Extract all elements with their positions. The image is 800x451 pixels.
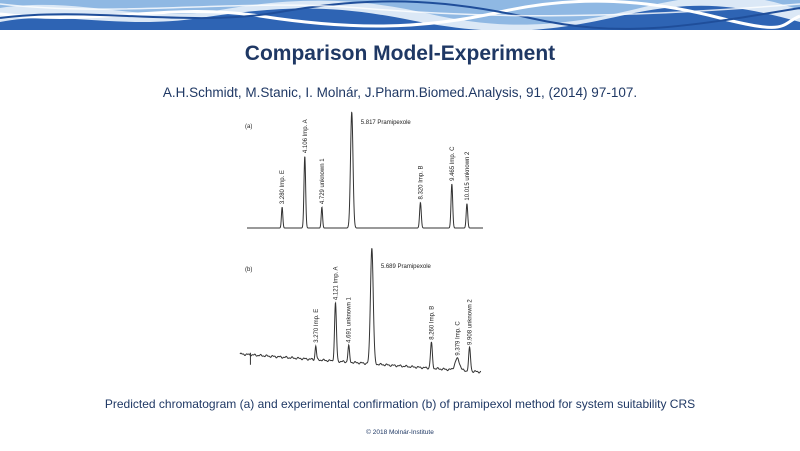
copyright-footer: © 2018 Molnár-Institute — [366, 429, 434, 436]
peak-label: 5.689 Pramipexole — [381, 264, 432, 270]
chromatogram-trace-b — [239, 248, 482, 374]
peak-label: 10.015 unknown 2 — [465, 151, 471, 201]
panel-label-b: (b) — [245, 267, 252, 273]
peak-label: 3.270 Imp. E — [314, 309, 320, 343]
peak-label: 5.817 Pramipexole — [361, 120, 412, 126]
peak-label: 4.121 Imp. A — [333, 266, 339, 300]
panel-label-a: (a) — [245, 124, 252, 130]
header-banner — [0, 0, 800, 30]
chromatogram-svg: (a) 3.280 Imp. E 4.106 Imp. A 4.729 unknown… — [239, 111, 483, 374]
peak-label: 4.691 unknown 1 — [347, 297, 353, 343]
banner-wave-graphic — [0, 0, 800, 30]
peak-label: 9.908 unknown 2 — [468, 299, 474, 345]
citation: A.H.Schmidt, M.Stanic, I. Molnár, J.Phar… — [162, 85, 638, 100]
peak-label: 4.106 Imp. A — [303, 119, 309, 153]
peak-label: 4.729 unknown 1 — [320, 158, 326, 204]
chromatogram-trace-a — [247, 111, 483, 229]
peak-label: 3.280 Imp. E — [280, 170, 286, 204]
peak-label: 8.260 Imp. B — [429, 306, 435, 340]
peak-label: 9.465 Imp. C — [450, 146, 456, 181]
peak-label: 8.320 Imp. B — [418, 165, 424, 199]
chromatogram-figure: (a) 3.280 Imp. E 4.106 Imp. A 4.729 unknown… — [235, 108, 495, 390]
figure-caption: Predicted chromatogram (a) and experimen… — [104, 397, 696, 411]
slide-title: Comparison Model-Experiment — [244, 42, 556, 65]
peak-label: 9.379 Imp. C — [455, 321, 461, 356]
